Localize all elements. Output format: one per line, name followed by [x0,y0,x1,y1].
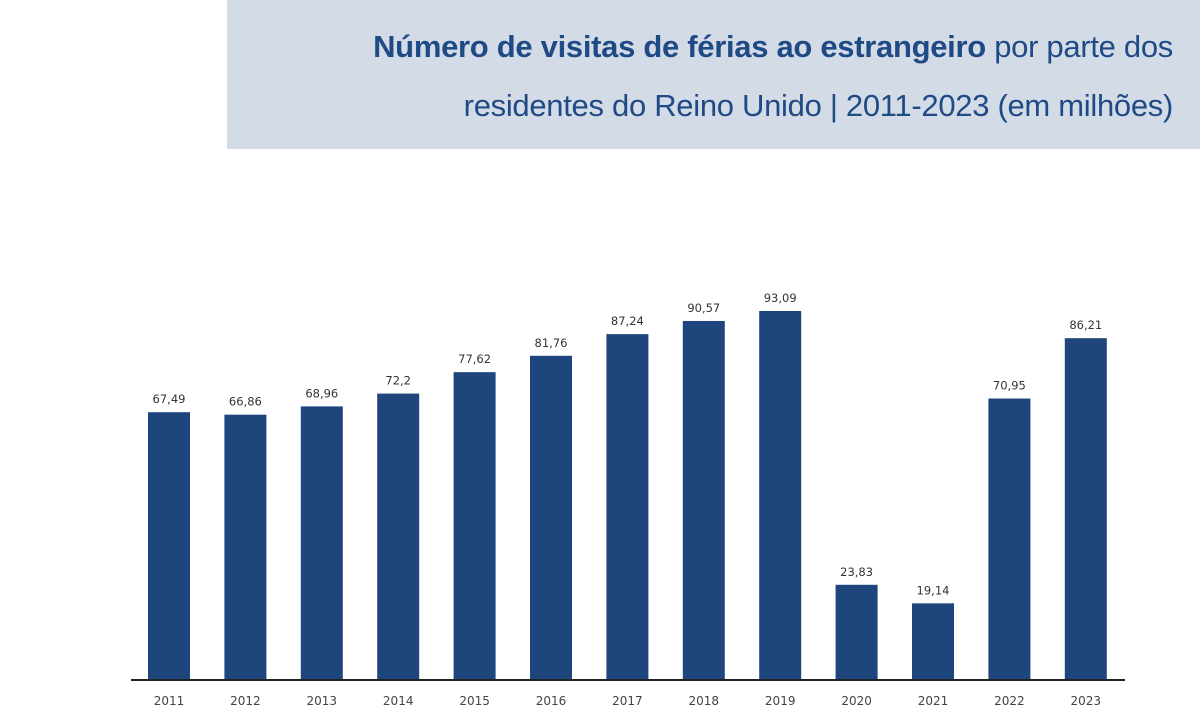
chart-title-rest: por parte dos [985,29,1173,64]
bar-2019 [759,311,802,679]
value-label-2014: 72,2 [385,374,411,388]
chart-title-line-2: residentes do Reino Unido | 2011-2023 (e… [463,88,1174,123]
bar-2023 [1064,338,1107,679]
value-label-2020: 23,83 [840,565,873,579]
bar-2020 [835,584,878,679]
bar-2016 [530,355,572,679]
value-label-2018: 90,57 [687,301,720,315]
bar-2014 [377,393,420,679]
value-label-2019: 93,09 [764,291,797,305]
value-label-2016: 81,76 [535,336,568,350]
x-tick-label-2015: 2015 [459,694,490,708]
x-tick-labels-group: 2011 2012 2013 2014 2015 2016 2017 2018 2019 2020… [154,694,1101,708]
x-tick-label-2016: 2016 [536,694,567,708]
title-banner: Número de visitas de férias ao estrangei… [227,0,1200,149]
bar-2022 [988,398,1031,679]
chart-title-bold: Número de visitas de férias ao estrangei… [373,29,986,64]
value-label-2023: 86,21 [1069,318,1102,332]
chart-title-line-1: Número de visitas de férias ao estrangei… [373,29,1173,65]
value-label-2015: 77,62 [458,352,491,366]
bar-2015 [453,372,496,679]
x-tick-label-2017: 2017 [612,694,643,708]
bar-2018 [682,320,725,679]
x-tick-label-2012: 2012 [230,694,261,708]
x-tick-label-2019: 2019 [765,694,796,708]
bars-group [148,311,1107,679]
value-label-2021: 19,14 [917,583,950,597]
x-tick-label-2022: 2022 [994,694,1025,708]
bar-2017 [606,334,649,679]
bar-2011 [148,412,190,679]
value-label-2017: 87,24 [611,314,644,328]
bar-2012 [224,414,267,679]
x-tick-label-2021: 2021 [918,694,949,708]
x-tick-label-2011: 2011 [154,694,185,708]
x-tick-label-2013: 2013 [307,694,338,708]
value-label-2011: 67,49 [153,392,186,406]
x-tick-label-2018: 2018 [689,694,720,708]
value-label-2013: 68,96 [305,386,338,400]
bar-2013 [300,406,343,679]
x-tick-label-2020: 2020 [841,694,872,708]
x-tick-label-2023: 2023 [1071,694,1102,708]
bar-2021 [912,603,954,679]
value-label-2012: 66,86 [229,395,262,409]
value-label-2022: 70,95 [993,379,1026,393]
x-tick-label-2014: 2014 [383,694,414,708]
value-labels-group: 67,49 66,86 68,96 72,2 77,62 81,76 87,24 90,57 9… [153,291,1103,597]
